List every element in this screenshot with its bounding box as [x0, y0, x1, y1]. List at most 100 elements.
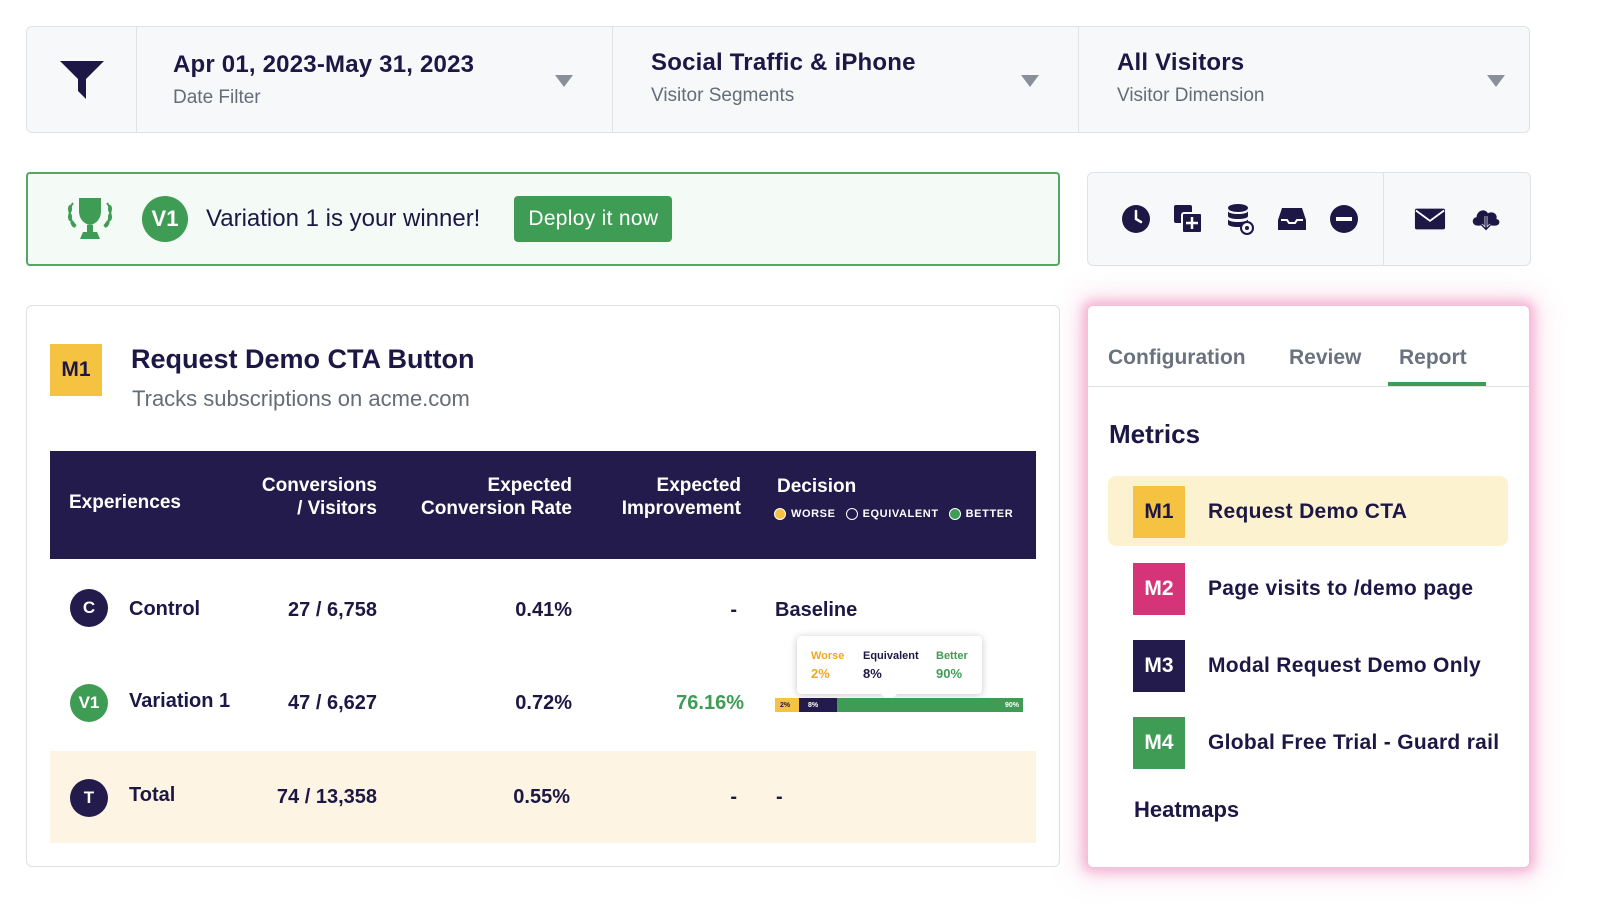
metric-label: Modal Request Demo Only	[1208, 654, 1481, 677]
decision-legend: WORSE EQUIVALENT BETTER	[774, 508, 1023, 520]
metric-badge: M1	[50, 344, 102, 396]
filter-bar: Apr 01, 2023-May 31, 2023 Date Filter So…	[26, 26, 1530, 133]
metric-label: Request Demo CTA	[1208, 500, 1408, 523]
col-experiences: Experiences	[69, 492, 181, 513]
decision-bar-worse: 2%	[775, 698, 799, 712]
col-conversion-rate: Expected Conversion Rate	[410, 474, 572, 520]
col-improvement-line1: Expected	[656, 475, 741, 496]
metric-badge: M4	[1133, 717, 1185, 769]
experience-name: Control	[129, 598, 201, 620]
metric-item-m1[interactable]: M1 Request Demo CTA	[1108, 476, 1508, 546]
decision-tooltip: Worse 2% Equivalent 8% Better 90%	[797, 636, 982, 702]
heatmaps-link[interactable]: Heatmaps	[1134, 797, 1240, 822]
col-rate-line1: Expected	[487, 475, 572, 496]
metric-subtitle: Tracks subscriptions on acme.com	[132, 386, 470, 411]
visitor-dimension-filter[interactable]: All Visitors Visitor Dimension	[1079, 27, 1529, 132]
chevron-down-icon	[1021, 75, 1039, 87]
table-row-total: T Total 74 / 13,358 0.55% - -	[50, 751, 1036, 843]
experience-name: Variation 1	[129, 690, 231, 712]
filter-icon	[59, 60, 104, 99]
date-filter[interactable]: Apr 01, 2023-May 31, 2023 Date Filter	[137, 27, 613, 132]
database-button[interactable]	[1224, 203, 1256, 235]
metric-label: Global Free Trial - Guard rail	[1208, 731, 1500, 754]
chevron-down-icon	[1487, 75, 1505, 87]
rate-value: 0.72%	[515, 692, 572, 714]
minus-circle-icon	[1330, 205, 1358, 233]
col-conversions: Conversions / Visitors	[240, 474, 377, 520]
email-button[interactable]	[1414, 203, 1446, 235]
improvement-value: -	[730, 786, 737, 808]
experience-badge: C	[70, 589, 108, 627]
metric-item-m3[interactable]: M3 Modal Request Demo Only	[1108, 630, 1508, 700]
tooltip-equivalent-label: Equivalent	[863, 650, 919, 662]
col-improvement: Expected Improvement	[605, 474, 741, 520]
duplicate-icon	[1174, 205, 1203, 234]
better-dot	[948, 508, 961, 520]
equivalent-dot	[845, 508, 858, 520]
archive-icon	[1278, 208, 1306, 230]
panel-tabs: Configuration Review Report	[1088, 306, 1529, 387]
tab-configuration[interactable]: Configuration	[1108, 346, 1246, 369]
clock-icon	[1122, 205, 1150, 233]
history-button[interactable]	[1120, 203, 1152, 235]
col-improvement-line2: Improvement	[621, 498, 741, 519]
remove-button[interactable]	[1328, 203, 1360, 235]
decision-value: -	[776, 786, 783, 808]
experience-badge: T	[70, 779, 108, 817]
metric-badge: M1	[1133, 486, 1185, 538]
metric-title: Request Demo CTA Button	[131, 344, 475, 374]
worse-dot	[774, 508, 786, 520]
col-conversions-line2: / Visitors	[297, 498, 377, 519]
decision-bar-better: 90%	[837, 698, 1023, 712]
tooltip-worse-label: Worse	[811, 650, 845, 662]
decision-bar: 2% 8% 90%	[775, 698, 1023, 712]
tooltip-better-value: 90%	[936, 666, 963, 681]
segments-value: Social Traffic & iPhone	[651, 49, 916, 76]
toolbar	[1087, 172, 1531, 266]
tab-report[interactable]: Report	[1399, 346, 1467, 369]
col-conversions-line1: Conversions	[261, 475, 377, 496]
date-filter-value: Apr 01, 2023-May 31, 2023	[173, 51, 475, 78]
download-button[interactable]	[1470, 203, 1502, 235]
experience-name: Total	[129, 784, 176, 806]
decision-value: Baseline	[775, 599, 858, 621]
col-decision: Decision	[777, 476, 857, 497]
table-header: Experiences Conversions / Visitors Expec…	[50, 451, 1036, 559]
conversions-value: 74 / 13,358	[276, 786, 377, 808]
duplicate-button[interactable]	[1172, 203, 1204, 235]
winner-message: Variation 1 is your winner!	[206, 205, 481, 232]
tab-review[interactable]: Review	[1289, 346, 1362, 369]
metric-badge: M2	[1133, 563, 1185, 615]
metric-report-card: M1 Request Demo CTA Button Tracks subscr…	[26, 305, 1060, 867]
tooltip-better: Better 90%	[936, 650, 968, 681]
conversions-value: 47 / 6,627	[288, 692, 377, 714]
tooltip-worse-value: 2%	[811, 666, 830, 681]
table-row-control: C Control 27 / 6,758 0.41% - Baseline	[50, 563, 1036, 655]
dimension-value: All Visitors	[1117, 49, 1245, 76]
database-icon	[1228, 204, 1254, 235]
tooltip-better-label: Better	[936, 650, 968, 662]
metric-label: Page visits to /demo page	[1208, 577, 1474, 600]
conversions-value: 27 / 6,758	[288, 599, 377, 621]
table-row-variation-1: V1 Variation 1 47 / 6,627 0.72% 76.16%	[50, 656, 1036, 748]
cloud-download-icon	[1472, 210, 1500, 232]
winner-variation-badge: V1	[142, 196, 188, 242]
side-panel: Configuration Review Report Metrics M1 R…	[1087, 305, 1530, 868]
winner-banner: V1 Variation 1 is your winner! Deploy it…	[26, 172, 1060, 266]
tooltip-equivalent-value: 8%	[863, 666, 882, 681]
date-filter-label: Date Filter	[173, 87, 261, 108]
legend-equivalent: EQUIVALENT	[862, 508, 939, 520]
archive-button[interactable]	[1276, 203, 1308, 235]
dimension-label: Visitor Dimension	[1117, 85, 1265, 106]
segments-label: Visitor Segments	[651, 85, 795, 106]
filter-button[interactable]	[27, 27, 137, 132]
visitor-segments-filter[interactable]: Social Traffic & iPhone Visitor Segments	[613, 27, 1079, 132]
tooltip-worse: Worse 2%	[811, 650, 844, 681]
metric-item-m2[interactable]: M2 Page visits to /demo page	[1108, 553, 1508, 623]
experience-badge: V1	[70, 684, 108, 722]
mail-icon	[1414, 208, 1446, 230]
metric-item-m4[interactable]: M4 Global Free Trial - Guard rail	[1108, 707, 1508, 777]
decision-bar-equivalent: 8%	[799, 698, 837, 712]
tooltip-equivalent: Equivalent 8%	[863, 650, 919, 681]
deploy-button[interactable]: Deploy it now	[514, 196, 673, 242]
